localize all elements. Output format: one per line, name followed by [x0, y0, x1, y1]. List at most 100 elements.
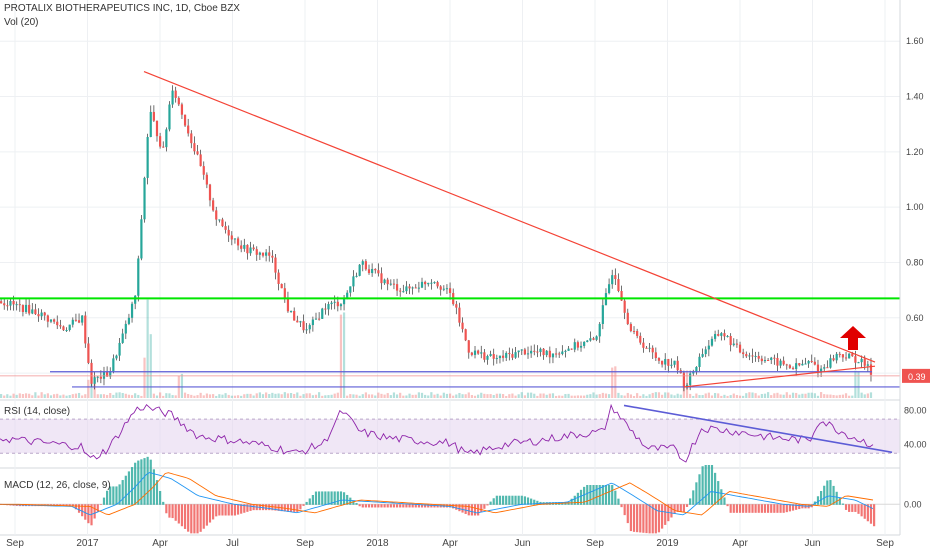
- candle-body: [866, 364, 869, 366]
- volume-bar: [807, 392, 810, 398]
- volume-bar: [823, 394, 826, 398]
- macd-histogram-bar: [723, 497, 726, 505]
- macd-histogram-bar: [701, 466, 704, 505]
- candle-body: [766, 359, 770, 361]
- volume-bar: [277, 393, 280, 398]
- candle-body: [221, 219, 224, 227]
- candle-body: [554, 353, 558, 355]
- macd-histogram-bar: [96, 504, 99, 512]
- candle-body: [174, 90, 177, 98]
- macd-histogram-bar: [620, 504, 623, 508]
- macd-histogram-bar: [729, 504, 732, 513]
- macd-histogram-bar: [77, 504, 81, 513]
- macd-histogram-bar: [452, 504, 455, 509]
- volume-bar: [598, 394, 601, 398]
- volume-bar: [583, 395, 586, 398]
- volume-bar: [848, 395, 851, 398]
- volume-bar: [271, 392, 274, 398]
- volume-bar: [526, 392, 530, 398]
- rsi-trendline: [623, 404, 893, 454]
- candle-body: [152, 111, 155, 121]
- volume-bar: [536, 395, 539, 398]
- macd-histogram-bar: [748, 504, 751, 513]
- macd-histogram-bar: [829, 480, 832, 505]
- macd-histogram-bar: [392, 504, 396, 508]
- volume-bar: [592, 392, 595, 398]
- volume-bar: [648, 394, 651, 398]
- macd-histogram-bar: [430, 504, 433, 508]
- candle-body: [149, 111, 152, 137]
- macd-histogram-bar: [860, 504, 863, 517]
- candle-body: [137, 258, 140, 296]
- macd-histogram-bar: [408, 504, 411, 508]
- candle-body: [642, 342, 645, 348]
- candle-body: [763, 359, 767, 362]
- volume-bar: [212, 394, 215, 398]
- candle-body: [695, 366, 698, 372]
- candle-body: [314, 318, 318, 320]
- candle-body: [639, 335, 642, 343]
- candle-body: [21, 305, 25, 313]
- volume-bar: [558, 395, 561, 398]
- macd-histogram-bar: [776, 504, 779, 513]
- macd-histogram-bar: [863, 504, 866, 519]
- volume-bar: [361, 394, 364, 398]
- macd-histogram-bar: [795, 504, 798, 510]
- volume-bar: [826, 394, 829, 398]
- candle-body: [448, 288, 452, 294]
- candle-body: [545, 350, 548, 356]
- macd-histogram-bar: [168, 504, 171, 518]
- volume-bar: [763, 393, 767, 398]
- candle-body: [848, 353, 851, 359]
- volume-bar: [68, 395, 71, 398]
- candle-body: [342, 298, 346, 305]
- macd-histogram-bar: [698, 474, 701, 505]
- volume-bar: [773, 393, 776, 398]
- volume-bar: [573, 395, 576, 398]
- macd-histogram-bar: [586, 485, 589, 505]
- last-price-tag: [902, 368, 930, 383]
- macd-histogram-bar: [632, 504, 636, 532]
- macd-histogram-bar: [617, 498, 620, 505]
- macd-histogram-bar: [823, 485, 826, 505]
- macd-histogram-bar: [361, 504, 364, 508]
- volume-bar: [324, 395, 327, 398]
- candle-body: [243, 244, 246, 249]
- volume-bar: [196, 395, 199, 398]
- volume-bar: [411, 394, 414, 398]
- macd-histogram-bar: [832, 485, 835, 505]
- macd-histogram-bar: [660, 504, 664, 529]
- volume-bar: [455, 394, 458, 398]
- candle-body: [785, 364, 788, 366]
- volume-bar: [854, 370, 857, 398]
- volume-bar: [414, 394, 417, 398]
- volume-bar: [402, 395, 405, 398]
- macd-histogram-bar: [93, 504, 96, 519]
- candle-body: [657, 358, 661, 361]
- volume-bar: [551, 393, 555, 398]
- volume-bar: [53, 394, 56, 398]
- candle-body: [9, 300, 12, 306]
- candle-body: [710, 338, 714, 346]
- macd-histogram-bar: [770, 504, 773, 513]
- x-tick-label: Sep: [296, 538, 314, 549]
- candle-body: [84, 315, 87, 344]
- volume-bar: [838, 394, 841, 398]
- candle-body: [583, 341, 586, 346]
- candle-body: [520, 349, 523, 351]
- candle-body: [458, 307, 461, 323]
- candle-body: [96, 376, 99, 378]
- volume-bar: [791, 392, 795, 398]
- candle-body: [124, 323, 127, 334]
- volume-bar: [109, 393, 112, 398]
- volume-bar: [371, 394, 374, 398]
- volume-bar: [255, 393, 258, 398]
- volume-bar: [171, 395, 174, 398]
- candle-body: [682, 373, 686, 388]
- candle-body: [28, 304, 31, 314]
- volume-bar: [296, 392, 299, 398]
- volume-bar: [46, 393, 49, 398]
- candle-body: [408, 286, 411, 289]
- candle-body: [395, 284, 399, 291]
